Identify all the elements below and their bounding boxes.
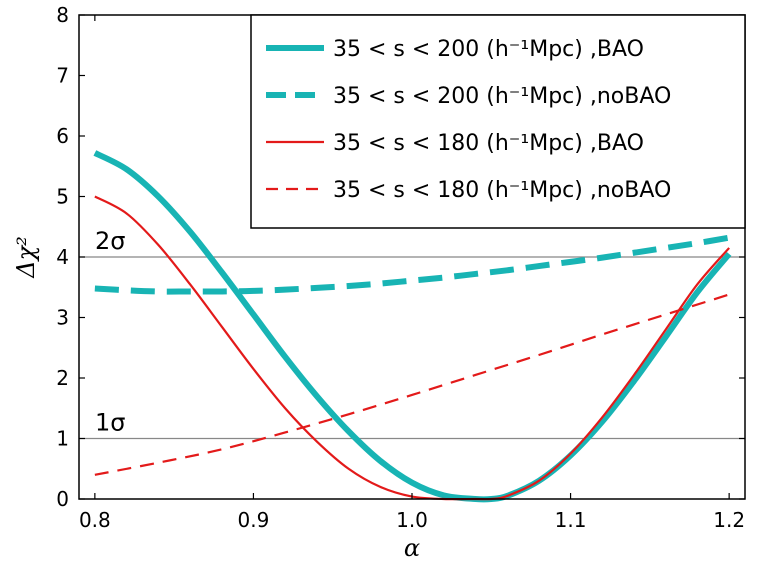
x-tick-label: 1.1	[555, 508, 587, 532]
legend-item-1: 35 < s < 200 (h⁻¹Mpc) ,BAO	[266, 37, 644, 62]
y-tick-label: 2	[56, 366, 69, 390]
x-tick-label: 1.2	[713, 508, 745, 532]
axis-ticks: 0.8 0.9 1.0 1.1 1.2 0 1 2 3 4 5 6 7 8	[56, 3, 745, 532]
legend-item-4: 35 < s < 180 (h⁻¹Mpc) ,noBAO	[266, 178, 671, 203]
x-tick-label: 1.0	[396, 508, 428, 532]
y-tick-label: 6	[56, 124, 69, 148]
legend-label: 35 < s < 200 (h⁻¹Mpc) ,BAO	[333, 37, 644, 62]
reference-label-2: 2σ	[95, 227, 125, 255]
y-tick-label: 7	[56, 64, 69, 88]
x-tick-label: 0.9	[238, 508, 270, 532]
series-line-1	[93, 150, 732, 503]
legend-box	[250, 14, 746, 229]
legend-label: 35 < s < 200 (h⁻¹Mpc) ,noBAO	[333, 84, 671, 109]
y-tick-label: 3	[56, 306, 69, 330]
y-axis-label: Δχ²	[12, 236, 40, 279]
reference-lines	[79, 256, 745, 440]
annotations: 1σ 2σ	[95, 227, 125, 437]
y-tick-label: 5	[56, 185, 69, 209]
x-axis-label: α	[404, 534, 420, 562]
x-tick-label: 0.8	[79, 508, 111, 532]
legend: 35 < s < 200 (h⁻¹Mpc) ,BAO 35 < s < 200 (…	[250, 14, 746, 229]
legend-label: 35 < s < 180 (h⁻¹Mpc) ,BAO	[333, 131, 644, 156]
legend-label: 35 < s < 180 (h⁻¹Mpc) ,noBAO	[333, 178, 671, 203]
series-line-3	[94, 195, 730, 501]
reference-label-1: 1σ	[95, 409, 125, 437]
legend-item-2: 35 < s < 200 (h⁻¹Mpc) ,noBAO	[266, 84, 671, 109]
y-tick-label: 8	[56, 3, 69, 27]
legend-item-3: 35 < s < 180 (h⁻¹Mpc) ,BAO	[266, 131, 644, 156]
y-tick-label: 0	[56, 487, 69, 511]
y-tick-label: 1	[56, 427, 69, 451]
y-tick-label: 4	[56, 245, 69, 269]
series-line-4	[94, 293, 730, 476]
